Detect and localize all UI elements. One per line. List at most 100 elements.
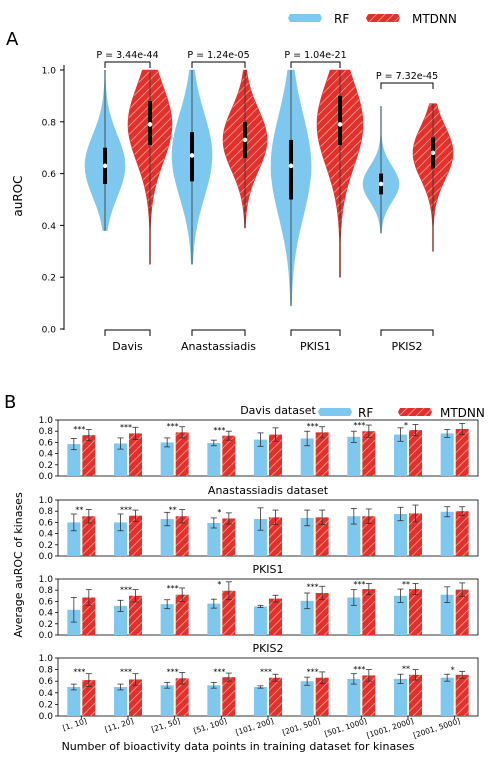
bar-rf [254,519,267,556]
b-xtick-label: [11, 20] [104,716,135,734]
violin-median-dot [147,122,153,127]
b-xtick-label: [1001, 2000] [365,716,414,740]
subplot-title: Davis dataset [240,404,316,417]
significance-marker: *** [120,423,132,432]
bar-mtdnn [455,428,469,476]
bar-rf [440,433,454,476]
pvalue-bracket [191,61,246,68]
a-ytick-label: 0.8 [42,118,57,128]
bar-rf [254,687,267,716]
b-xtick-label: [501, 1000] [323,716,368,738]
a-ytick-label: 1.0 [42,67,57,77]
pvalue-bracket [290,61,341,68]
bar-rf [67,687,81,716]
bar-mtdnn [269,434,282,476]
bar-mtdnn [409,674,422,716]
subplot-2: 0.00.20.4 0.60.81.0 Anastassiadis dataset *… [39,484,479,562]
subplot-frame [57,499,479,557]
panel-b-xlabel: Number of bioactivity data points in tra… [62,740,415,753]
b-xtick-label: [21, 50] [150,716,181,734]
bar-rf [300,438,314,476]
legend-a: RF MTDNN [288,12,457,26]
panel-b-xticks: [1, 10] [11, 20] [21, 50] [51, 100] [101, 20… [61,716,461,740]
category-label: Anastassiadis [181,340,256,353]
b-ytick-label: 1.0 [39,416,54,426]
bar-rf [160,685,174,716]
bar-rf [300,600,314,635]
b-ytick-label: 0.2 [39,700,53,710]
bar-mtdnn [175,594,189,635]
significance-marker: ** [75,506,83,515]
subplot-title: PKIS1 [252,563,283,576]
significance-marker: * [404,421,408,430]
significance-marker: *** [307,667,319,676]
b-ytick-label: 1.0 [39,575,54,585]
violin-median-dot [102,163,108,169]
pvalue-label: P = 1.04e-21 [284,50,346,61]
bar-mtdnn [129,679,142,716]
significance-marker: *** [167,584,179,593]
pvalue-bracket [104,61,151,68]
a-ytick-label: 0.6 [42,170,57,180]
bar-mtdnn [222,677,236,716]
bar-rf [114,522,127,556]
b-ytick-label: 0.6 [39,597,54,607]
bar-rf [347,516,361,556]
bar-mtdnn [269,677,282,716]
category-bracket [191,329,246,336]
b-xtick-label: [51, 100] [192,716,228,735]
panel-a-label: A [6,29,19,50]
panel-b-ylabel: Average auROC of kinases [12,492,25,638]
bar-rf [347,597,361,635]
legend-b-mtdnn-swatch [398,408,432,416]
b-ytick-label: 0.6 [39,438,54,448]
significance-marker: *** [307,582,319,591]
b-ytick-label: 0.6 [39,518,54,528]
b-ytick-label: 0.8 [39,507,54,517]
b-ytick-label: 1.0 [39,496,54,506]
b-ytick-label: 0.2 [39,461,53,471]
bar-rf [254,439,267,476]
violin-median-dot [242,137,248,143]
bar-rf [440,677,454,716]
significance-marker: *** [213,667,225,676]
significance-marker: * [451,665,455,674]
bar-rf [67,522,81,556]
bar-rf [207,442,221,476]
bar-rf [114,605,127,635]
legend-b-rf-label: RF [358,406,373,420]
b-ytick-label: 0.4 [39,530,54,540]
bar-rf [207,603,221,635]
bar-mtdnn [455,674,469,716]
bar-mtdnn [362,589,376,635]
bar-rf [160,519,174,556]
legend-b-rf-swatch [318,408,352,416]
b-ytick-label: 0.8 [39,666,54,676]
bar-mtdnn [362,431,376,476]
significance-marker: * [217,508,221,517]
b-xtick-label: [1, 10] [61,716,88,732]
bar-rf [440,511,454,556]
legend-a-mtdnn-label: MTDNN [412,12,457,26]
bar-rf [394,514,407,556]
bar-mtdnn [269,598,282,635]
bar-mtdnn [455,511,469,556]
significance-marker: *** [73,425,85,434]
subplot-title: Anastassiadis dataset [208,484,329,497]
significance-marker: * [217,580,221,589]
category-label: PKIS1 [300,340,331,353]
violin-median-dot [378,181,384,187]
b-ytick-label: 0.0 [39,552,54,562]
bar-mtdnn [82,597,96,635]
bar-mtdnn [315,517,329,556]
significance-marker: *** [353,665,365,674]
b-xtick-label: [201, 500] [281,716,321,737]
significance-marker: *** [167,667,179,676]
bar-mtdnn [455,589,469,635]
legend-b-mtdnn-label: MTDNN [440,406,485,420]
bar-mtdnn [315,432,329,476]
bar-mtdnn [315,677,329,716]
b-xtick-label: [101, 200] [234,716,274,737]
